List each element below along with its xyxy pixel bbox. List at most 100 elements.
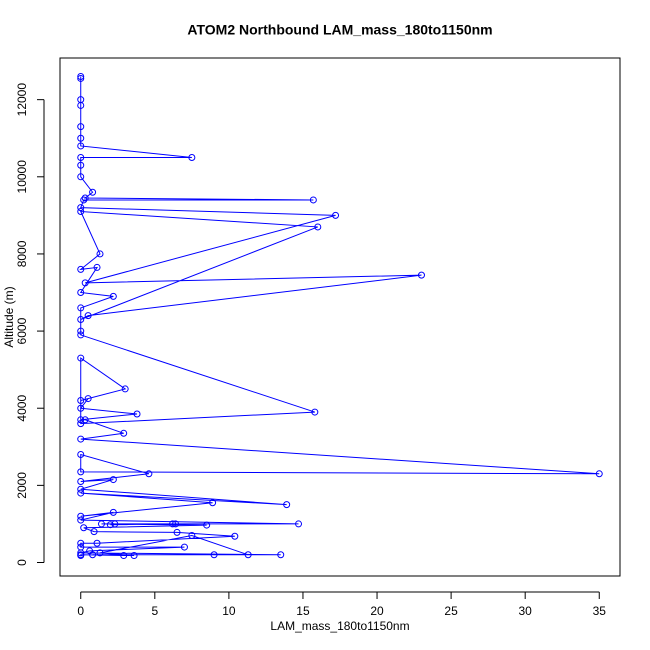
- data-point: [77, 397, 85, 405]
- data-point: [89, 551, 97, 559]
- data-point: [77, 435, 85, 443]
- y-tick-label: 10000: [15, 160, 29, 194]
- data-point: [81, 416, 89, 424]
- data-point: [121, 385, 129, 393]
- data-point: [145, 470, 153, 478]
- x-axis-label: LAM_mass_180to1150nm: [270, 619, 409, 633]
- data-point: [231, 532, 239, 540]
- data-point: [77, 512, 85, 520]
- data-point: [77, 161, 85, 169]
- data-point: [77, 552, 85, 560]
- data-point: [77, 404, 85, 412]
- data-point: [77, 134, 85, 142]
- data-point: [77, 289, 85, 297]
- data-point: [244, 551, 252, 559]
- data-point: [133, 410, 141, 418]
- data-point: [209, 499, 217, 507]
- data-line: [79, 76, 600, 557]
- data-point: [332, 211, 340, 219]
- data-point: [84, 312, 92, 320]
- plot-box: [59, 57, 621, 577]
- data-point: [595, 470, 603, 478]
- y-tick-label: 12000: [15, 83, 29, 117]
- data-point: [80, 196, 88, 204]
- x-tick-label: 0: [77, 604, 84, 618]
- data-point: [77, 208, 85, 216]
- data-point: [93, 263, 101, 271]
- data-point: [96, 549, 104, 557]
- data-point: [295, 520, 303, 528]
- data-point: [314, 223, 322, 231]
- data-point: [120, 429, 128, 437]
- chart-title: ATOM2 Northbound LAM_mass_180to1150nm: [187, 22, 492, 38]
- data-point: [106, 521, 114, 529]
- data-point: [77, 331, 85, 339]
- x-tick-label: 15: [296, 604, 310, 618]
- data-point: [77, 416, 85, 424]
- data-point: [173, 528, 181, 536]
- x-tick-label: 30: [519, 604, 533, 618]
- data-point: [203, 521, 211, 529]
- data-point: [77, 204, 85, 212]
- y-tick-label: 0: [15, 559, 29, 566]
- data-point: [77, 354, 85, 362]
- data-point: [277, 551, 285, 559]
- data-point: [120, 552, 128, 560]
- data-point: [417, 271, 425, 279]
- y-tick-label: 4000: [15, 395, 29, 422]
- y-tick-label: 2000: [15, 472, 29, 499]
- data-point: [81, 194, 89, 202]
- data-point: [111, 520, 119, 528]
- x-tick-label: 20: [370, 604, 384, 618]
- data-point: [97, 520, 105, 528]
- data-point: [109, 292, 117, 300]
- data-point: [172, 520, 180, 528]
- data-point: [77, 101, 85, 109]
- data-point: [77, 539, 85, 547]
- data-point: [77, 304, 85, 312]
- data-point: [309, 196, 317, 204]
- data-point: [210, 551, 218, 559]
- data-point: [77, 265, 85, 273]
- data-point: [77, 142, 85, 150]
- data-point: [180, 543, 188, 551]
- x-tick-label: 35: [593, 604, 607, 618]
- data-point: [77, 451, 85, 459]
- data-point: [77, 420, 85, 428]
- data-point: [93, 539, 101, 547]
- data-point: [77, 316, 85, 324]
- data-point: [80, 524, 88, 532]
- data-point: [96, 250, 104, 258]
- data-point: [77, 516, 85, 524]
- data-point: [77, 74, 85, 82]
- data-point: [130, 552, 138, 560]
- data-point: [77, 173, 85, 181]
- data-point: [84, 395, 92, 403]
- data-point: [188, 532, 196, 540]
- data-point: [109, 508, 117, 516]
- data-point: [77, 327, 85, 335]
- x-tick-label: 10: [222, 604, 236, 618]
- data-point: [77, 549, 85, 557]
- y-tick-label: 8000: [15, 240, 29, 267]
- data-point: [77, 154, 85, 162]
- data-point: [169, 520, 177, 528]
- data-point: [311, 408, 319, 416]
- x-tick-label: 25: [444, 604, 458, 618]
- data-point: [77, 123, 85, 131]
- data-point: [90, 528, 98, 536]
- data-point: [77, 485, 85, 493]
- y-axis-label: Altitude (m): [2, 286, 16, 347]
- data-point: [109, 476, 117, 484]
- data-point: [89, 188, 97, 196]
- data-point: [77, 73, 85, 81]
- data-point: [188, 154, 196, 162]
- data-point: [77, 489, 85, 497]
- data-point: [283, 501, 291, 509]
- data-point: [77, 478, 85, 486]
- x-tick-label: 5: [151, 604, 158, 618]
- y-tick-label: 6000: [15, 317, 29, 344]
- data-point: [81, 279, 89, 287]
- data-point: [77, 468, 85, 476]
